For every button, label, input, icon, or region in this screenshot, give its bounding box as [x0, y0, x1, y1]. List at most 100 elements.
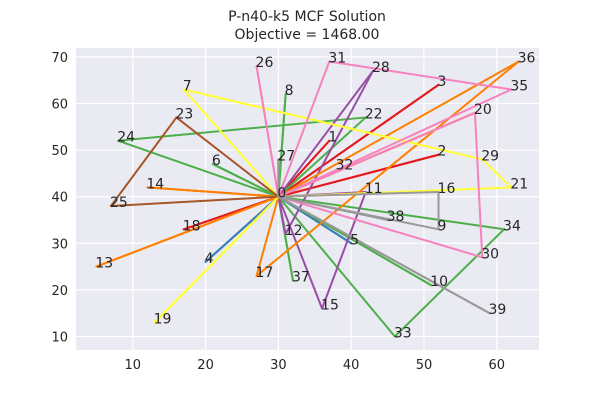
route-edge — [277, 93, 287, 198]
route-edge — [182, 88, 280, 198]
y-axis-ticks: 10 20 30 40 50 60 70 — [51, 51, 68, 346]
route-3 — [117, 93, 506, 338]
chart-subtitle: Objective = 1468.00 — [235, 27, 380, 43]
route-edge — [277, 111, 476, 198]
node-label-21: 21 — [510, 176, 528, 192]
x-axis-ticks: 10 20 30 40 50 60 — [125, 358, 506, 373]
route-edge — [255, 60, 520, 277]
chart-title: P-n40-k5 MCF Solution — [228, 9, 386, 25]
route-edges — [95, 60, 520, 338]
node-label-6: 6 — [212, 153, 221, 169]
node-label-0: 0 — [277, 186, 286, 202]
node-label-1: 1 — [328, 130, 337, 146]
node-label-4: 4 — [205, 251, 214, 267]
route-edge — [277, 195, 396, 338]
route-6 — [153, 88, 513, 324]
route-edge — [175, 116, 280, 198]
node-label-14: 14 — [146, 176, 164, 192]
route-8 — [255, 60, 513, 259]
route-edge — [277, 195, 324, 310]
node-label-20: 20 — [474, 102, 492, 118]
route-edge — [204, 195, 280, 263]
node-label-15: 15 — [321, 298, 339, 314]
y-tick-label: 10 — [51, 330, 68, 345]
route-edge — [109, 195, 280, 207]
route-edge — [211, 163, 280, 198]
x-tick-label: 40 — [343, 358, 360, 373]
y-tick-label: 20 — [51, 284, 68, 299]
route-edge — [321, 191, 367, 310]
node-label-13: 13 — [95, 256, 113, 272]
route-edge — [255, 65, 280, 198]
route-edge — [182, 88, 484, 161]
route-edge — [277, 195, 484, 259]
route-edge — [109, 116, 178, 207]
route-edge — [117, 139, 280, 198]
route-edge — [277, 69, 375, 198]
node-label-33: 33 — [394, 325, 412, 341]
node-label-11: 11 — [365, 181, 383, 197]
y-tick-label: 40 — [51, 191, 68, 206]
node-label-34: 34 — [503, 218, 521, 234]
node-label-10: 10 — [430, 274, 448, 290]
y-tick-label: 70 — [51, 51, 68, 66]
route-9 — [277, 158, 491, 315]
x-tick-label: 30 — [270, 358, 287, 373]
node-label-22: 22 — [365, 106, 383, 122]
node-label-18: 18 — [183, 218, 201, 234]
node-label-23: 23 — [175, 106, 193, 122]
route-edge — [277, 88, 513, 198]
route-edge — [284, 69, 375, 235]
node-label-25: 25 — [110, 195, 128, 211]
node-label-17: 17 — [256, 265, 274, 281]
node-label-8: 8 — [285, 83, 294, 99]
node-label-31: 31 — [328, 51, 346, 67]
y-tick-label: 60 — [51, 97, 68, 112]
route-edge — [277, 195, 491, 315]
x-tick-label: 60 — [489, 358, 506, 373]
y-tick-label: 50 — [51, 144, 68, 159]
route-edge — [95, 195, 280, 268]
node-label-12: 12 — [285, 223, 303, 239]
node-label-5: 5 — [350, 232, 359, 248]
node-label-30: 30 — [481, 246, 499, 262]
route-edge — [481, 158, 513, 189]
node-label-38: 38 — [387, 209, 405, 225]
route-edge — [277, 60, 331, 198]
y-tick-label: 30 — [51, 237, 68, 252]
node-label-16: 16 — [438, 181, 456, 197]
node-label-36: 36 — [518, 51, 536, 67]
route-edge — [117, 116, 367, 142]
node-label-27: 27 — [277, 148, 295, 164]
x-tick-label: 20 — [197, 358, 214, 373]
node-label-35: 35 — [510, 78, 528, 94]
x-tick-label: 10 — [125, 358, 142, 373]
x-tick-label: 50 — [416, 358, 433, 373]
route-edge — [277, 139, 331, 198]
node-label-26: 26 — [256, 55, 274, 71]
route-7 — [109, 116, 280, 207]
node-label-28: 28 — [372, 60, 390, 76]
node-label-19: 19 — [154, 312, 172, 328]
plot-area — [76, 48, 539, 350]
route-edge — [277, 191, 440, 198]
route-edge — [255, 195, 280, 277]
route-edge — [277, 153, 440, 198]
route-edge — [328, 60, 513, 91]
route-edge — [277, 83, 440, 198]
route-edge — [277, 116, 367, 198]
node-label-2: 2 — [438, 144, 447, 160]
node-label-37: 37 — [292, 270, 310, 286]
route-edge — [277, 195, 389, 221]
route-edge — [277, 195, 506, 231]
route-edge — [473, 111, 484, 259]
node-label-9: 9 — [438, 218, 447, 234]
node-label-29: 29 — [481, 148, 499, 164]
node-label-32: 32 — [336, 158, 354, 174]
route-edge — [146, 186, 280, 198]
route-edge — [153, 195, 280, 324]
node-label-39: 39 — [488, 302, 506, 318]
node-label-3: 3 — [438, 74, 447, 90]
